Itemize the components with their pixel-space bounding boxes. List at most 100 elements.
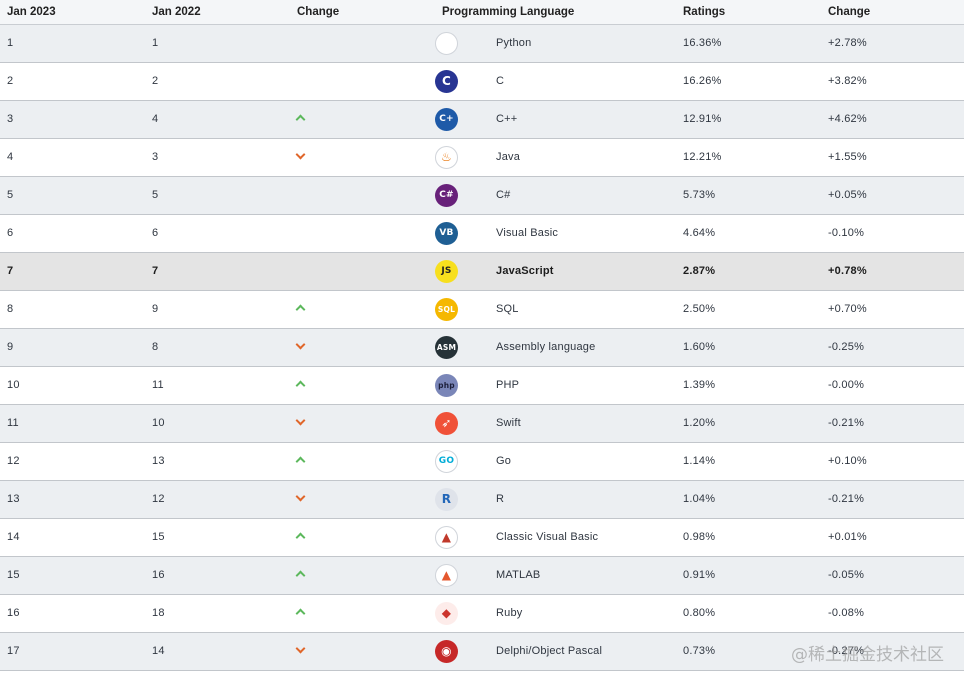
- header-ratings[interactable]: Ratings: [676, 0, 821, 25]
- rating-value: 0.80%: [683, 607, 716, 619]
- language-name: R: [496, 493, 505, 505]
- trend-up-icon: [295, 570, 306, 580]
- trend-cell: [290, 518, 435, 556]
- language-icon-cell: ▲: [435, 556, 489, 594]
- trend-down-icon: [295, 149, 306, 159]
- language-name: Classic Visual Basic: [496, 531, 599, 543]
- rank-2023: 14: [7, 531, 20, 543]
- trend-up-icon: [295, 304, 306, 314]
- language-icon-cell: php: [435, 366, 489, 404]
- rank-2023: 15: [7, 569, 20, 581]
- rank-2023: 5: [7, 189, 14, 201]
- trend-down-icon: [295, 643, 306, 653]
- rating-change: +0.70%: [828, 303, 867, 315]
- header-change[interactable]: Change: [290, 0, 435, 25]
- table-row: 12 13 GO Go 1.14% +0.10%: [0, 442, 964, 480]
- table-row: 2 2 C C 16.26% +3.82%: [0, 62, 964, 100]
- language-name: C#: [496, 189, 511, 201]
- rank-2023: 9: [7, 341, 14, 353]
- r-icon: R: [435, 487, 458, 511]
- header-rating-change[interactable]: Change: [821, 0, 964, 25]
- trend-cell: [290, 290, 435, 328]
- rank-2022: 14: [152, 645, 165, 657]
- table-row: 3 4 C+ C++ 12.91% +4.62%: [0, 100, 964, 138]
- trend-cell: [290, 328, 435, 366]
- rank-2022: 18: [152, 607, 165, 619]
- rank-2022: 9: [152, 303, 159, 315]
- rank-2022: 1: [152, 37, 159, 49]
- rank-2022: 13: [152, 455, 165, 467]
- rank-2023: 4: [7, 151, 14, 163]
- rating-value: 16.26%: [683, 75, 722, 87]
- cpp-icon: C+: [435, 107, 458, 131]
- javascript-icon: JS: [435, 259, 458, 283]
- rank-2023: 2: [7, 75, 14, 87]
- header-jan-2023[interactable]: Jan 2023: [0, 0, 145, 25]
- go-icon: GO: [435, 449, 458, 473]
- rank-2022: 3: [152, 151, 159, 163]
- table-body: 1 1 Python 16.36% +2.78% 2 2 C C 16.26% +3.82% 3 4 C+…: [0, 24, 964, 670]
- rating-change: +1.55%: [828, 151, 867, 163]
- rank-2022: 8: [152, 341, 159, 353]
- rating-value: 4.64%: [683, 227, 716, 239]
- trend-cell: [290, 252, 435, 290]
- rating-change: -0.05%: [828, 569, 865, 581]
- rank-2023: 11: [7, 417, 19, 429]
- table-row: 17 14 ◉ Delphi/Object Pascal 0.73% -0.27%: [0, 632, 964, 670]
- rating-value: 1.04%: [683, 493, 716, 505]
- rank-2022: 4: [152, 113, 159, 125]
- trend-cell: [290, 442, 435, 480]
- header-jan-2022[interactable]: Jan 2022: [145, 0, 290, 25]
- ruby-icon: ◆: [435, 601, 458, 625]
- trend-up-icon: [295, 114, 306, 124]
- rating-change: +0.05%: [828, 189, 867, 201]
- rating-change: -0.21%: [828, 493, 865, 505]
- rating-change: -0.00%: [828, 379, 865, 391]
- language-icon-cell: C#: [435, 176, 489, 214]
- trend-cell: [290, 594, 435, 632]
- trend-cell: [290, 404, 435, 442]
- csharp-icon: C#: [435, 183, 458, 207]
- table-row: 4 3 ♨ Java 12.21% +1.55%: [0, 138, 964, 176]
- language-icon-cell: JS: [435, 252, 489, 290]
- rating-change: +3.82%: [828, 75, 867, 87]
- trend-cell: [290, 138, 435, 176]
- language-icon-cell: VB: [435, 214, 489, 252]
- table-header: Jan 2023 Jan 2022 Change Programming Lan…: [0, 0, 964, 25]
- table-row: 10 11 php PHP 1.39% -0.00%: [0, 366, 964, 404]
- rating-value: 16.36%: [683, 37, 722, 49]
- rank-2022: 7: [152, 265, 159, 277]
- table-row: 8 9 SQL SQL 2.50% +0.70%: [0, 290, 964, 328]
- rating-value: 12.21%: [683, 151, 722, 163]
- rating-value: 2.50%: [683, 303, 716, 315]
- language-icon-cell: R: [435, 480, 489, 518]
- rating-change: -0.25%: [828, 341, 865, 353]
- rating-change: +0.78%: [828, 265, 867, 277]
- c-icon: C: [435, 69, 458, 93]
- language-icon-cell: [435, 24, 489, 62]
- rank-2023: 12: [7, 455, 20, 467]
- rating-value: 2.87%: [683, 265, 716, 277]
- matlab-icon: ▲: [435, 563, 458, 587]
- rating-value: 1.60%: [683, 341, 716, 353]
- language-icon-cell: ➶: [435, 404, 489, 442]
- header-programming-language[interactable]: Programming Language: [435, 0, 676, 25]
- language-name: C++: [496, 113, 518, 125]
- language-name: Visual Basic: [496, 227, 559, 239]
- rating-change: +2.78%: [828, 37, 867, 49]
- rating-change: +0.10%: [828, 455, 867, 467]
- language-ranking-table: Jan 2023 Jan 2022 Change Programming Lan…: [0, 0, 964, 670]
- java-icon: ♨: [435, 145, 458, 169]
- language-name: MATLAB: [496, 569, 541, 581]
- rank-2022: 10: [152, 417, 165, 429]
- trend-cell: [290, 556, 435, 594]
- trend-up-icon: [295, 380, 306, 390]
- table-row: 13 12 R R 1.04% -0.21%: [0, 480, 964, 518]
- language-name: Delphi/Object Pascal: [496, 645, 603, 657]
- rank-2022: 2: [152, 75, 159, 87]
- rating-change: +0.01%: [828, 531, 867, 543]
- language-name: JavaScript: [496, 265, 554, 277]
- rating-value: 0.73%: [683, 645, 716, 657]
- rating-change: -0.27%: [828, 645, 865, 657]
